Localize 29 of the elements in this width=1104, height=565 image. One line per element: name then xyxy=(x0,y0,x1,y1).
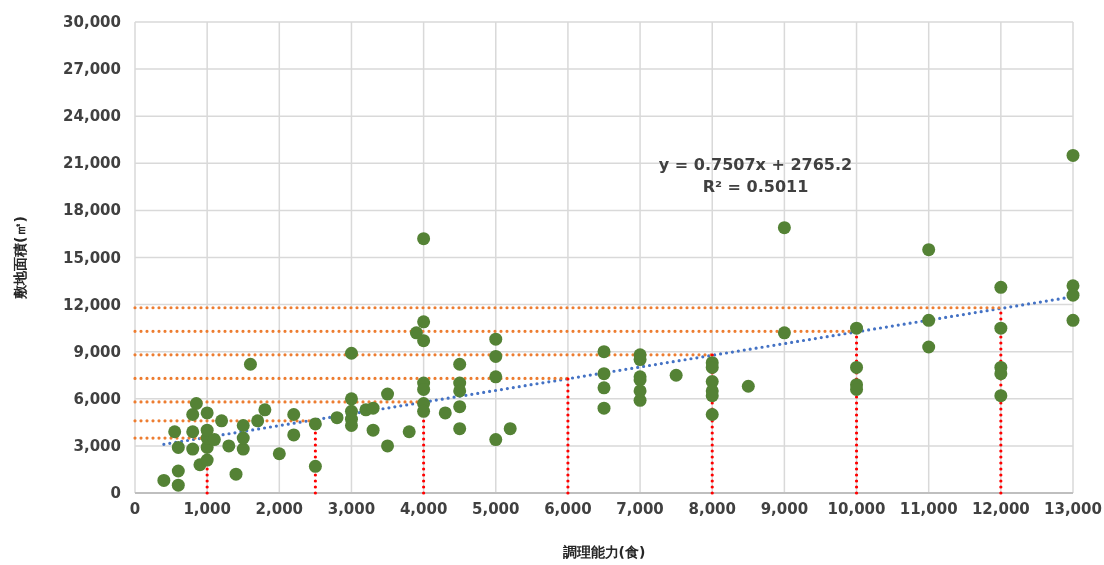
x-tick-label: 10,000 xyxy=(827,500,886,518)
y-tick-label: 30,000 xyxy=(63,13,121,31)
annotation: R² = 0.5011 xyxy=(702,177,809,197)
x-tick-label: 5,000 xyxy=(472,500,520,518)
x-tick-label: 12,000 xyxy=(971,500,1030,518)
y-tick-label: 27,000 xyxy=(63,60,121,79)
annotation: y = 0.7507x + 2765.2 xyxy=(658,155,853,175)
x-tick-label: 2,000 xyxy=(255,500,304,518)
x-tick-label: 4,000 xyxy=(399,500,448,518)
x-axis-title: 調理能力(食) xyxy=(562,544,646,560)
y-tick-label: 0 xyxy=(110,484,121,502)
y-tick-label: 21,000 xyxy=(63,154,121,173)
x-tick-label: 0 xyxy=(129,500,141,518)
y-axis-title: 敷地面積(㎡) xyxy=(12,216,28,300)
y-tick-label: 6,000 xyxy=(73,389,121,408)
y-tick-label: 3,000 xyxy=(73,436,121,455)
x-tick-label: 9,000 xyxy=(760,500,809,518)
x-tick-label: 6,000 xyxy=(544,500,592,518)
x-tick-label: 13,000 xyxy=(1044,500,1102,518)
y-tick-label: 18,000 xyxy=(63,201,121,220)
x-tick-label: 1,000 xyxy=(183,500,231,518)
x-tick-label: 3,000 xyxy=(327,500,376,518)
y-tick-label: 15,000 xyxy=(63,248,121,267)
x-tick-label: 7,000 xyxy=(616,500,664,518)
y-tick-label: 9,000 xyxy=(73,342,121,361)
y-tick-label: 12,000 xyxy=(63,295,121,314)
x-tick-label: 8,000 xyxy=(688,500,736,518)
x-tick-label: 11,000 xyxy=(899,500,958,518)
y-tick-label: 24,000 xyxy=(63,107,121,126)
